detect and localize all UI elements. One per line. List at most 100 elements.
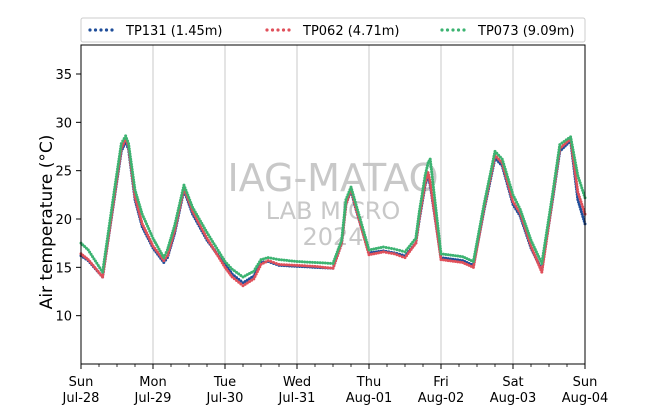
data-point: [569, 137, 573, 141]
data-point: [398, 248, 402, 252]
data-point: [400, 255, 404, 259]
data-point: [219, 253, 223, 257]
data-point: [485, 187, 489, 191]
data-point: [168, 238, 172, 242]
legend-marker: [287, 28, 291, 32]
data-point: [243, 279, 247, 283]
data-point: [483, 197, 487, 201]
data-point: [541, 251, 545, 255]
data-point: [549, 205, 553, 209]
data-point: [148, 229, 152, 233]
data-point: [428, 178, 432, 182]
data-point: [332, 264, 336, 268]
data-point: [548, 207, 552, 211]
data-point: [274, 257, 278, 261]
data-point: [487, 179, 491, 183]
data-point: [421, 189, 425, 193]
data-point: [127, 144, 131, 148]
data-point: [405, 254, 409, 258]
data-point: [145, 231, 149, 235]
data-point: [560, 141, 564, 145]
data-point: [453, 254, 457, 258]
data-point: [434, 211, 438, 215]
data-point: [344, 198, 348, 202]
data-point: [409, 247, 413, 251]
data-point: [331, 266, 335, 270]
data-point: [551, 189, 555, 193]
data-point: [436, 229, 440, 233]
data-point: [108, 218, 112, 222]
data-point: [367, 248, 371, 252]
data-point: [350, 190, 354, 194]
data-point: [512, 202, 516, 206]
data-point: [489, 169, 493, 173]
data-point: [119, 147, 123, 151]
data-point: [530, 241, 534, 245]
data-point: [575, 187, 579, 191]
data-point: [119, 144, 123, 148]
data-point: [222, 263, 226, 267]
data-point: [181, 188, 185, 192]
data-point: [498, 159, 502, 163]
data-point: [456, 254, 460, 258]
data-point: [531, 243, 535, 247]
data-point: [154, 248, 158, 252]
data-point: [215, 252, 219, 256]
data-point: [101, 268, 105, 272]
data-point: [581, 215, 585, 219]
data-point: [543, 241, 547, 245]
data-point: [245, 281, 249, 285]
data-point: [415, 229, 419, 233]
data-point: [439, 252, 443, 256]
data-point: [122, 136, 126, 140]
data-point: [522, 217, 526, 221]
data-point: [511, 193, 515, 197]
data-point: [222, 257, 226, 261]
data-point: [549, 202, 553, 206]
data-point: [185, 191, 189, 195]
data-point: [495, 155, 499, 159]
data-point: [237, 272, 241, 276]
data-point: [141, 224, 145, 228]
data-point: [137, 210, 141, 214]
data-point: [274, 261, 278, 265]
data-point: [451, 259, 455, 263]
data-point: [183, 186, 187, 190]
data-point: [134, 200, 138, 204]
data-point: [387, 246, 391, 250]
data-point: [436, 221, 439, 225]
data-point: [424, 168, 428, 172]
data-point: [478, 227, 481, 231]
data-point: [150, 242, 154, 246]
data-point: [116, 162, 120, 166]
data-point: [420, 194, 424, 198]
data-point: [429, 162, 433, 166]
data-point: [107, 226, 111, 230]
data-point: [425, 163, 429, 167]
data-point: [480, 212, 484, 216]
data-point: [165, 248, 169, 252]
data-point: [525, 226, 529, 230]
data-point: [200, 221, 204, 225]
data-point: [102, 260, 106, 264]
data-point: [571, 148, 575, 152]
data-point: [211, 239, 215, 243]
data-point: [456, 260, 460, 264]
legend-label-0: TP131 (1.45m): [125, 24, 222, 39]
data-point: [472, 257, 476, 261]
data-point: [374, 251, 378, 255]
data-point: [346, 193, 350, 197]
data-point: [215, 246, 219, 250]
data-point: [538, 257, 542, 261]
data-point: [112, 193, 116, 197]
data-point: [121, 139, 125, 143]
data-point: [112, 190, 116, 194]
data-point: [245, 278, 249, 282]
data-point: [530, 246, 534, 250]
data-point: [524, 224, 528, 228]
data-point: [366, 245, 370, 249]
data-point: [198, 219, 202, 223]
data-point: [255, 270, 259, 274]
data-point: [392, 247, 396, 251]
data-point: [252, 269, 256, 273]
